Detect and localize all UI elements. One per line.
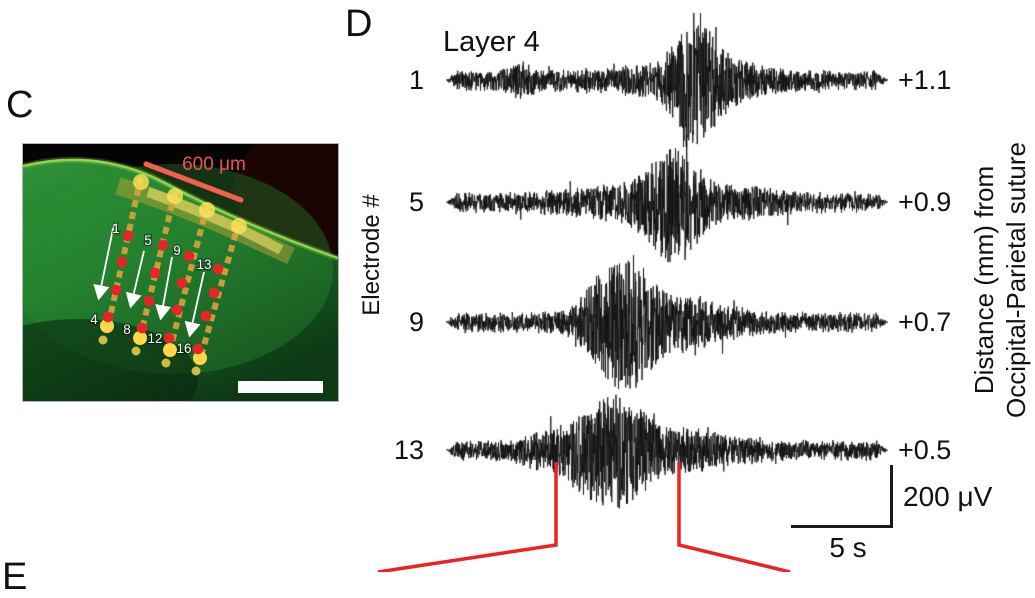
electrode-dot-12: [163, 332, 175, 344]
panel-c-letter: C: [6, 84, 34, 126]
electrode-dot-5: [157, 239, 169, 251]
distance-label-row-2: +0.9: [898, 187, 952, 217]
dot-label-9: 9: [173, 243, 181, 258]
lfp-trace-electrode-13: [446, 380, 888, 520]
dark-red-tint: [233, 144, 338, 254]
electrode-dot-6: [149, 267, 161, 279]
tissue-shadow: [23, 319, 198, 401]
electrode-number-labels: 1 5 9 13 4 8 12 16: [89, 220, 213, 358]
panel-d-letter: D: [345, 3, 373, 45]
distance-label-row-1: +1.1: [898, 65, 952, 95]
electrode-number-row-3: 9: [408, 307, 424, 337]
scale-line-label: 600 μm: [182, 154, 246, 175]
right-axis-label-line1: Distance (mm) from: [969, 165, 999, 395]
electrode-dot-11: [171, 304, 183, 316]
time-scale-bar: [791, 525, 893, 528]
probe-arrow-3: [155, 256, 173, 321]
electrode-dot-1: [122, 230, 134, 242]
dot-label-1: 1: [112, 221, 120, 236]
dot-label-12: 12: [147, 331, 162, 346]
electrode-dot-9: [183, 250, 195, 262]
electrode-dot-3: [110, 284, 122, 296]
probe-track-1: [106, 176, 144, 323]
electrode-dots: [102, 230, 224, 355]
distance-label-row-3: +0.7: [898, 307, 952, 337]
probe-track-2: [138, 191, 178, 335]
electrode-dot-2: [116, 256, 128, 268]
right-axis-label-line2: Occipital-Parietal suture: [1001, 142, 1031, 418]
electrode-dot-15: [200, 310, 212, 322]
fluorescence-image: 600 μm 1 5 9 13 4 8 12 16: [22, 143, 339, 402]
probe-arrow-2: [125, 250, 145, 309]
track-top-glows: [133, 174, 247, 234]
right-axis-label: Distance (mm) from Occipital-Parietal su…: [968, 110, 1032, 450]
probe-tracks: [106, 176, 242, 357]
electrode-number-row-2: 5: [408, 187, 424, 217]
probe-arrows: [93, 223, 205, 338]
lfp-trace-electrode-5: [446, 132, 888, 272]
dot-label-8: 8: [123, 322, 131, 337]
probe-arrow-4: [184, 271, 205, 338]
electrode-dot-16: [192, 343, 204, 355]
pial-surface-line: [23, 158, 338, 260]
electrode-number-row-1: 1: [408, 65, 424, 95]
dot-label-4: 4: [90, 312, 98, 327]
dot-label-5: 5: [144, 233, 152, 248]
electrode-dot-13: [212, 263, 224, 275]
dye-band-bright: [146, 187, 284, 255]
dot-label-13: 13: [196, 257, 211, 272]
probe-track-3: [168, 205, 210, 347]
time-scale-label: 5 s: [829, 532, 867, 563]
electrode-number-row-4: 13: [393, 435, 424, 465]
panel-e-letter: E: [2, 556, 28, 598]
distance-label-row-4: +0.5: [898, 435, 952, 465]
voltage-scale-bar: [890, 465, 893, 528]
probe-arrow-1: [93, 223, 115, 301]
image-scale-bar: [238, 381, 323, 393]
electrode-dot-7: [143, 295, 155, 307]
lfp-trace-electrode-1: [446, 10, 888, 150]
track-bottom-glows: [98, 319, 207, 376]
dot-label-16: 16: [176, 341, 191, 356]
lfp-trace-electrode-9: [446, 252, 888, 392]
voltage-scale-label: 200 μV: [903, 481, 993, 512]
electrode-dot-8: [136, 322, 148, 334]
scale-line-600um: [143, 161, 244, 203]
electrode-dot-4: [102, 311, 114, 323]
electrode-dot-10: [176, 277, 188, 289]
electrode-dot-14: [208, 287, 220, 299]
